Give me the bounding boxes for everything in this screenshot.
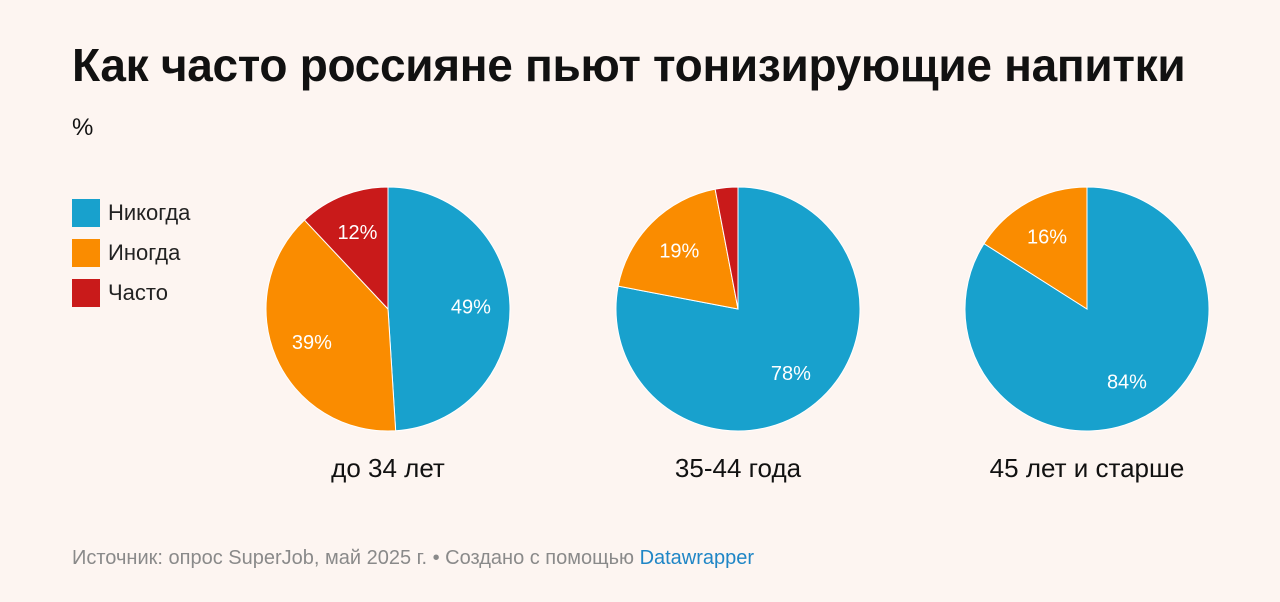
pie-svg-under-34: 49% 39% 12% (265, 186, 511, 432)
pie-value-label-often-under-34: 12% (337, 222, 377, 244)
source-note: Источник: опрос SuperJob, май 2025 г. • … (72, 547, 754, 570)
unit-label: % (72, 114, 94, 141)
pie-chart-under-34: 49% 39% 12% до 34 лет (264, 185, 512, 483)
pie-value-label-never-45-plus: 84% (1107, 372, 1147, 394)
pie-slice-sometimes-35-44 (617, 188, 739, 310)
pie-label-under-34: до 34 лет (331, 453, 445, 483)
pie-slice-often-under-34 (303, 186, 389, 311)
chart-title: Как часто россияне пьют тонизирующие нап… (72, 39, 1186, 91)
pie-chart-35-44: 78% 19% 35-44 года (614, 185, 862, 483)
pie-svg-45-plus: 84% 16% (964, 186, 1210, 432)
source-text: Источник: опрос SuperJob, май 2025 г. • … (72, 547, 640, 569)
legend-swatch-sometimes (72, 239, 100, 267)
legend-item-never: Никогда (72, 198, 190, 228)
legend-label-never: Никогда (108, 200, 191, 225)
legend-swatch-often (72, 279, 100, 307)
pie-value-label-sometimes-45-plus: 16% (1027, 226, 1067, 248)
pie-slice-sometimes-45-plus (983, 186, 1088, 310)
pie-value-label-sometimes-35-44: 19% (659, 240, 699, 262)
pie-chart-45-plus: 84% 16% 45 лет и старше (963, 185, 1211, 483)
pie-value-label-never-under-34: 49% (451, 296, 491, 318)
pie-slice-never-under-34 (387, 186, 511, 432)
legend-label-often: Часто (108, 280, 168, 305)
pie-value-label-never-35-44: 78% (771, 363, 811, 385)
legend-item-often: Часто (72, 278, 190, 308)
legend-label-sometimes: Иногда (108, 240, 181, 265)
pie-slice-sometimes-under-34 (265, 219, 397, 432)
pie-label-45-plus: 45 лет и старше (989, 453, 1185, 483)
pie-value-label-sometimes-under-34: 39% (292, 332, 332, 354)
datawrapper-link[interactable]: Datawrapper (639, 547, 755, 569)
legend: Никогда Иногда Часто (72, 198, 190, 318)
legend-item-sometimes: Иногда (72, 238, 190, 268)
pie-slice-often-35-44 (714, 186, 739, 310)
legend-swatch-never (72, 199, 100, 227)
pie-svg-35-44: 78% 19% (615, 186, 861, 432)
pie-label-35-44: 35-44 года (674, 453, 802, 483)
